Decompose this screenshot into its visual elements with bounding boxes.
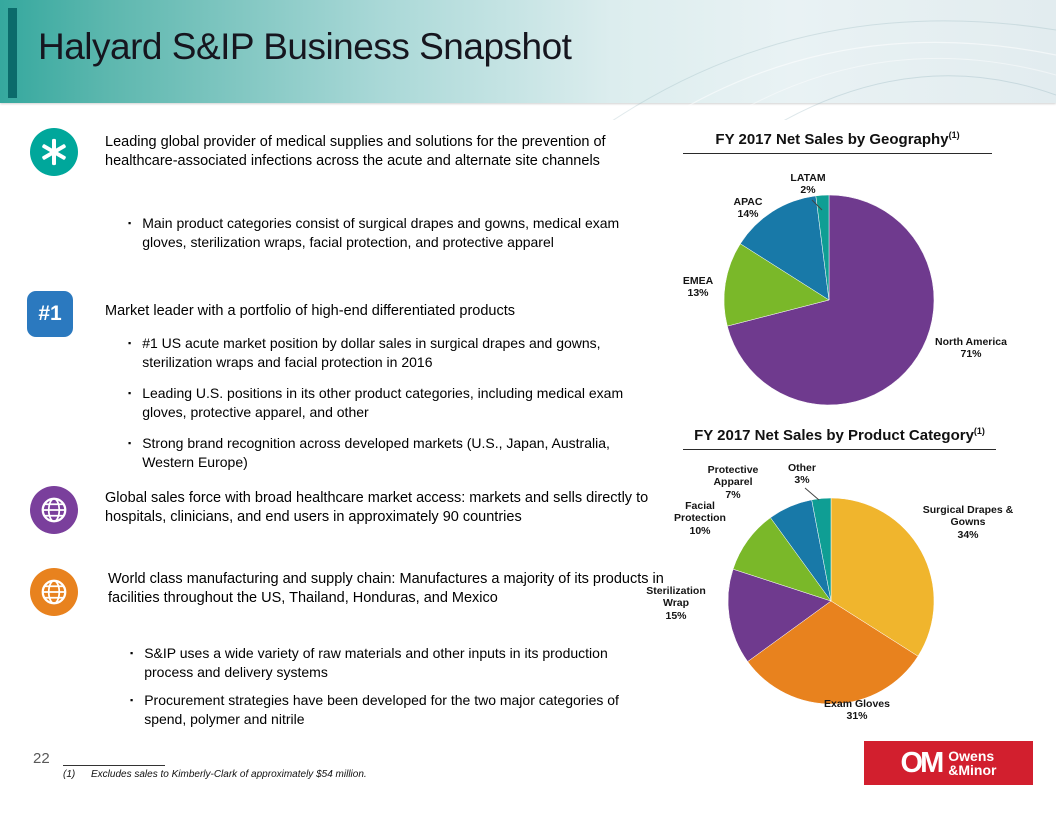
sub-bullet-text: S&IP uses a wide variety of raw material… (144, 645, 608, 681)
bullet-marker: ▪ (128, 388, 132, 398)
medical-star-icon (30, 128, 78, 176)
latam-leader-line (811, 199, 823, 211)
footnote: (1) Excludes sales to Kimberly-Clark of a… (63, 769, 367, 780)
sub-bullet: ▪ Procurement strategies have been devel… (130, 691, 655, 729)
bullet-1-text: Leading global provider of medical suppl… (105, 134, 606, 170)
pie-label-facial-protection: Facial Protection 10% (674, 500, 726, 537)
pie-slice-surgical-drapes-gowns (830, 497, 935, 657)
page-number: 22 (33, 750, 50, 767)
star-of-life-glyph (42, 138, 66, 166)
product-category-chart: Protective Apparel 7% Other 3% Facial Pr… (640, 458, 1050, 758)
footnote-text: Excludes sales to Kimberly-Clark of appr… (91, 769, 367, 780)
bullet-2-text: Market leader with a portfolio of high-e… (105, 303, 516, 319)
chart-title-footnote-ref: (1) (948, 130, 960, 140)
pie-slice-emea (723, 243, 830, 327)
sub-bullet: ▪ #1 US acute market position by dollar … (128, 334, 653, 372)
owens-minor-logo: OM Owens &Minor (864, 741, 1033, 785)
bullet-marker: ▪ (128, 438, 132, 448)
footnote-marker: (1) (63, 769, 76, 780)
pie-label-surgical-drapes-gowns: Surgical Drapes & Gowns 34% (922, 504, 1014, 541)
globe-icon (30, 486, 78, 534)
other-leader-line (804, 487, 820, 501)
chart-title-text: FY 2017 Net Sales by Product Category (694, 427, 974, 444)
geography-pie-svg (723, 194, 935, 406)
pie-label-exam-gloves: Exam Gloves 31% (824, 698, 890, 723)
charts-panel: FY 2017 Net Sales by Geography(1) LATAM … (640, 120, 1050, 800)
bullet-4-text: World class manufacturing and supply cha… (108, 571, 664, 607)
sub-bullet: ▪ S&IP uses a wide variety of raw materi… (130, 644, 655, 682)
logo-monogram: OM (900, 746, 945, 779)
pie-label-north-america: North America 71% (935, 336, 1007, 361)
chart-title-footnote-ref: (1) (973, 426, 985, 436)
product-category-chart-title: FY 2017 Net Sales by Product Category(1) (683, 426, 996, 450)
header-decoration (612, 20, 1056, 120)
chart-title-text: FY 2017 Net Sales by Geography (715, 131, 949, 148)
sub-bullet: ▪ Strong brand recognition across develo… (128, 434, 653, 472)
sub-bullet-text: Leading U.S. positions in its other prod… (142, 385, 624, 421)
pie-slice-other (811, 497, 832, 602)
pie-label-protective-apparel: Protective Apparel 7% (707, 464, 759, 501)
pie-slice-latam (815, 194, 830, 301)
pie-label-other: Other 3% (787, 462, 816, 487)
globe-glyph (41, 579, 67, 605)
logo-wordmark: Owens &Minor (948, 747, 997, 778)
bullet-marker: ▪ (128, 218, 132, 228)
sub-bullet-text: Strong brand recognition across develope… (142, 435, 610, 471)
sub-bullet-text: Procurement strategies have been develop… (144, 692, 619, 728)
globe-glyph (41, 497, 67, 523)
slide-title: Halyard S&IP Business Snapshot (38, 26, 572, 67)
geography-chart-title: FY 2017 Net Sales by Geography(1) (683, 130, 992, 154)
bullet-marker: ▪ (130, 695, 134, 705)
footnote-divider (63, 765, 165, 766)
bullet-3-text: Global sales force with broad healthcare… (105, 490, 649, 526)
globe-icon (30, 568, 78, 616)
sub-bullet-text: #1 US acute market position by dollar sa… (142, 335, 601, 371)
pie-label-sterilization-wrap: Sterilization Wrap 15% (646, 585, 706, 622)
pie-slice-apac (740, 195, 830, 301)
pie-label-latam: LATAM 2% (790, 172, 826, 197)
sub-bullet: ▪ Main product categories consist of sur… (128, 214, 653, 252)
number-one-badge: #1 (27, 291, 73, 337)
pie-slice-exam-gloves (747, 600, 919, 705)
slide-header: Halyard S&IP Business Snapshot (0, 0, 1056, 120)
pie-label-apac: APAC 14% (733, 196, 763, 221)
pie-slice-sterilization-wrap (727, 568, 832, 662)
sub-bullet: ▪ Leading U.S. positions in its other pr… (128, 384, 653, 422)
sub-bullet-text: Main product categories consist of surgi… (142, 215, 620, 251)
bullet-marker: ▪ (128, 338, 132, 348)
product-category-pie-svg (727, 487, 935, 705)
pie-label-emea: EMEA 13% (682, 275, 714, 300)
geography-chart: LATAM 2% APAC 14% EMEA 13% North America… (640, 160, 1050, 450)
pie-slice-north-america (726, 194, 935, 406)
number-one-label: #1 (38, 302, 62, 325)
header-accent-bar (8, 8, 17, 98)
bullet-marker: ▪ (130, 648, 134, 658)
